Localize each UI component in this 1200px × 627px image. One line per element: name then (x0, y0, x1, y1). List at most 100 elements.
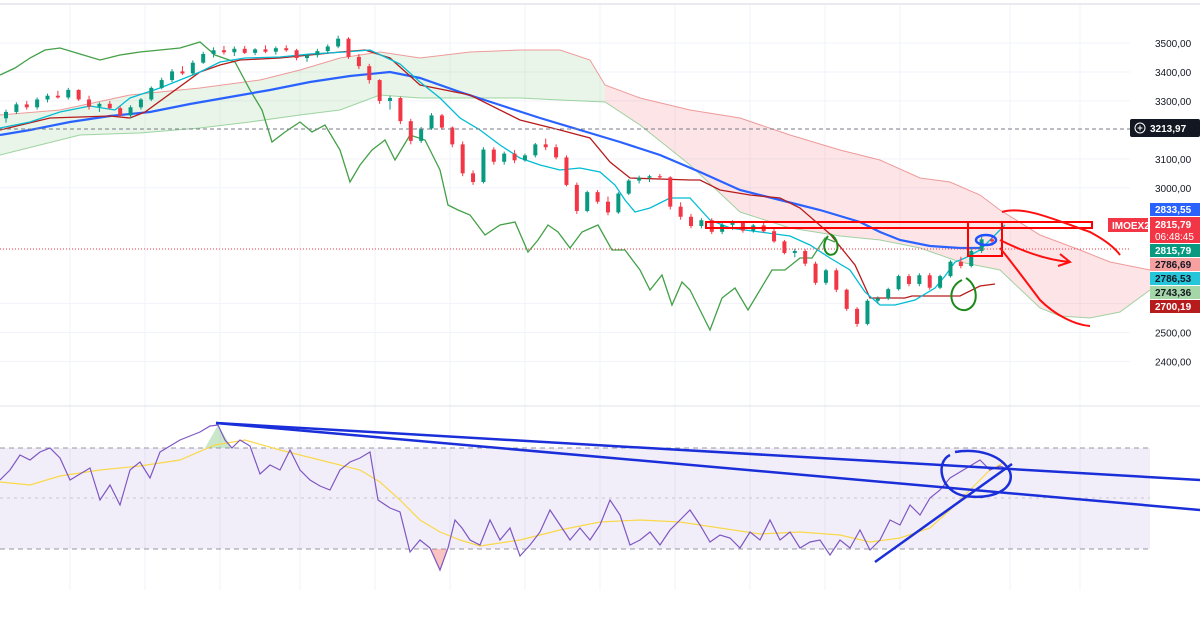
candle-body (408, 121, 413, 141)
candle-body (76, 89, 81, 100)
rsi-pane (0, 424, 1150, 572)
candle-body (304, 55, 309, 59)
chikou-span (0, 41, 836, 332)
candle-body (14, 104, 19, 112)
candle-body (221, 50, 226, 53)
price-tag-blue: 2833,55 (1150, 203, 1200, 216)
price-axis-tick: 3500,00 (1155, 39, 1192, 50)
candle-body (886, 289, 891, 299)
candle-body (284, 48, 289, 51)
rsi-signal-line (0, 439, 1006, 547)
candle-body (709, 220, 714, 232)
candle-body (522, 155, 527, 161)
svg-text:2743,36: 2743,36 (1155, 288, 1192, 299)
candle-body (201, 54, 206, 63)
candle-body (772, 231, 777, 242)
candle-body (253, 49, 258, 53)
tenkan-sen (0, 49, 1006, 306)
candle-body (439, 115, 444, 128)
price-axis-tick: 2500,00 (1155, 329, 1192, 340)
candle-body (460, 144, 465, 174)
candle-body (938, 276, 943, 288)
highlight-square (967, 221, 1003, 257)
candle-body (626, 180, 631, 194)
candle-body (574, 184, 579, 211)
candle-body (782, 241, 787, 253)
candle-body (865, 300, 870, 324)
candle-body (637, 177, 642, 181)
green-circle-mark-1 (823, 233, 839, 256)
rsi-line (0, 424, 1011, 572)
price-annotations (705, 209, 1121, 327)
candle-body (990, 239, 994, 242)
crosshair-price-label: 3213,97 (1130, 119, 1200, 137)
candle-body (159, 80, 164, 88)
candle-body (823, 270, 828, 283)
rsi-oversold-fill (430, 549, 448, 572)
candle-body (844, 289, 849, 309)
candle-body (595, 192, 600, 202)
candle-body (45, 95, 50, 100)
candle-body (927, 275, 932, 288)
candle-body (533, 144, 538, 156)
candle-body (471, 173, 476, 183)
crosshair-price-text: 3213,97 (1150, 124, 1187, 135)
candle-body (336, 38, 341, 47)
candle-body (367, 66, 372, 81)
candle-body (4, 111, 8, 119)
candle-body (388, 98, 393, 101)
price-tag-symbol: IMOEX2 2815,79 06:48:45 (1108, 217, 1200, 243)
candle-body (875, 298, 880, 301)
candle-body (87, 99, 92, 107)
senkou-span-b (0, 49, 1151, 271)
candle-body (398, 98, 403, 122)
price-tag-darkred: 2700,19 (1150, 300, 1200, 313)
price-tags: 2833,55 IMOEX2 2815,79 06:48:45 2815,79 … (1108, 203, 1200, 313)
red-stroke-upper (1001, 209, 1121, 256)
svg-text:2815,79: 2815,79 (1155, 220, 1192, 231)
candle-body (616, 193, 621, 213)
candle-body (180, 71, 185, 74)
price-tag-green: 2815,79 (1150, 244, 1200, 257)
candle-body (211, 50, 216, 55)
candle-body (969, 250, 974, 266)
candle-body (128, 107, 133, 116)
price-axis-tick: 2400,00 (1155, 358, 1192, 369)
red-stroke-lower (999, 247, 1091, 327)
candle-body (325, 46, 330, 52)
candle-body (792, 250, 797, 253)
price-tag-cyan: 2786,53 (1150, 272, 1200, 285)
candle-body (149, 87, 154, 100)
senkou-span-a (0, 94, 1151, 319)
candle-body (657, 176, 662, 178)
candle-body (55, 95, 60, 98)
candle-body (554, 147, 559, 158)
price-axis-tick: 3400,00 (1155, 68, 1192, 79)
candle-body (419, 128, 424, 141)
candle-body (118, 108, 123, 116)
rsi-circle-mark (940, 449, 1012, 499)
candle-body (668, 177, 673, 207)
candle-body (689, 216, 694, 227)
candle-body (315, 51, 320, 56)
candle-body (24, 104, 29, 108)
rsi-trendline-3 (874, 462, 1013, 564)
candle-body (564, 157, 569, 185)
ichimoku-cloud-bearish (605, 85, 1150, 318)
price-tag-pink: 2786,69 (1150, 258, 1200, 271)
candle-body (346, 38, 351, 57)
price-axis-tick: 3000,00 (1155, 184, 1192, 195)
rsi-overbought-fill (205, 425, 232, 448)
candle-body (917, 275, 922, 284)
candle-body (97, 103, 102, 107)
horizontal-grid (0, 42, 1130, 363)
red-arrow-1 (999, 239, 1073, 267)
candle-body (107, 103, 112, 109)
candle-body (699, 220, 704, 227)
rsi-trendline-1 (215, 421, 1200, 482)
rsi-trendline-2 (215, 421, 1200, 512)
candle-body (740, 222, 745, 231)
candle-body (294, 50, 299, 59)
candle-body (803, 250, 808, 264)
